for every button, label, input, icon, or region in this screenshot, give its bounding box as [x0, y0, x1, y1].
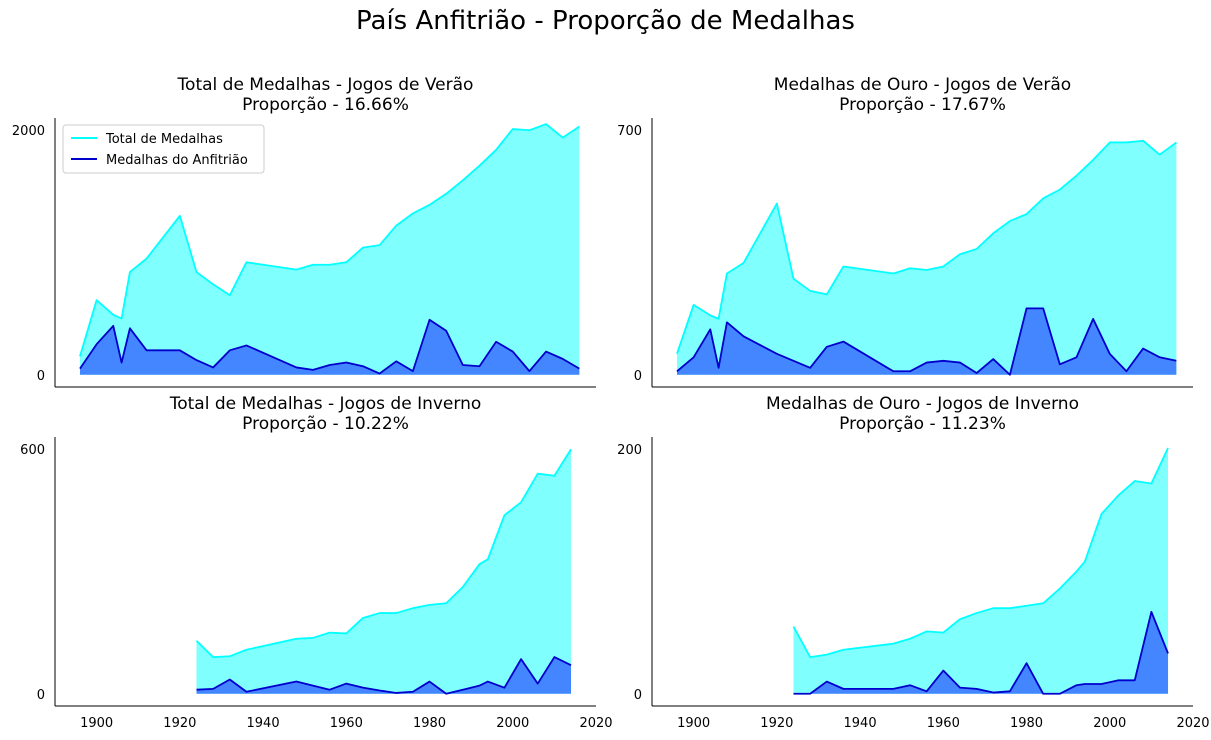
panel-subtitle: Proporção - 16.66%: [242, 95, 409, 115]
y-tick-label: 700: [617, 124, 642, 139]
x-tick-label: 2000: [496, 716, 529, 731]
panel-subtitle: Proporção - 17.67%: [839, 95, 1006, 115]
y-tick-label: 600: [20, 443, 45, 458]
series-area-host: [676, 308, 1177, 375]
y-tick-label: 0: [37, 688, 45, 703]
panel-subtitle: Proporção - 10.22%: [242, 414, 409, 434]
chart-panel-1: Total de Medalhas - Jogos de VerãoPropor…: [12, 75, 596, 388]
chart-panel-2: Medalhas de Ouro - Jogos de VerãoProporç…: [617, 75, 1193, 388]
series-line-total: [79, 123, 580, 357]
x-tick-label: 1960: [330, 716, 363, 731]
series-area-total: [79, 124, 580, 375]
x-tick-label: 1920: [760, 716, 793, 731]
legend-box: [62, 124, 265, 174]
chart-panel-3: Total de Medalhas - Jogos de InvernoProp…: [20, 394, 612, 731]
legend-entry: Total de Medalhas: [105, 132, 223, 147]
series-line-host: [79, 318, 580, 375]
legend: Total de Medalhas Medalhas do Anfitrião: [62, 124, 265, 174]
series-area-host: [196, 657, 572, 694]
y-tick-label: 0: [37, 369, 45, 384]
x-tick-label: 2020: [1176, 716, 1209, 731]
x-tick-label: 1920: [163, 716, 196, 731]
panel-title: Total de Medalhas - Jogos de Inverno: [169, 394, 482, 414]
series-line-total: [676, 139, 1177, 355]
series-area-host: [793, 611, 1169, 694]
y-tick-label: 0: [634, 369, 642, 384]
x-tick-label: 1940: [844, 716, 877, 731]
panel-subtitle: Proporção - 11.23%: [839, 414, 1006, 434]
series-area-total: [793, 448, 1169, 694]
x-tick-label: 1900: [80, 716, 113, 731]
y-tick-label: 0: [634, 688, 642, 703]
series-area-total: [676, 140, 1177, 375]
figure-title: País Anfitrião - Proporção de Medalhas: [356, 6, 855, 36]
x-tick-label: 2000: [1093, 716, 1126, 731]
series-line-host: [793, 610, 1169, 695]
series-line-total: [792, 447, 1169, 658]
series-area-total: [196, 449, 572, 694]
panel-title: Total de Medalhas - Jogos de Verão: [177, 75, 474, 95]
series-line-host: [676, 307, 1177, 376]
x-tick-label: 1980: [413, 716, 446, 731]
chart-panel-4: Medalhas de Ouro - Jogos de InvernoPropo…: [617, 394, 1209, 731]
legend-entry: Medalhas do Anfitrião: [106, 153, 248, 168]
series-area-host: [79, 319, 580, 375]
series-line-host: [196, 656, 572, 695]
y-tick-label: 2000: [12, 124, 45, 139]
series-line-total: [195, 448, 572, 658]
y-tick-label: 200: [617, 443, 642, 458]
x-tick-label: 1940: [247, 716, 280, 731]
x-tick-label: 1900: [677, 716, 710, 731]
x-tick-label: 1980: [1010, 716, 1043, 731]
x-tick-label: 1960: [927, 716, 960, 731]
x-tick-label: 2020: [579, 716, 612, 731]
panel-title: Medalhas de Ouro - Jogos de Verão: [774, 75, 1071, 95]
panel-title: Medalhas de Ouro - Jogos de Inverno: [766, 394, 1079, 414]
